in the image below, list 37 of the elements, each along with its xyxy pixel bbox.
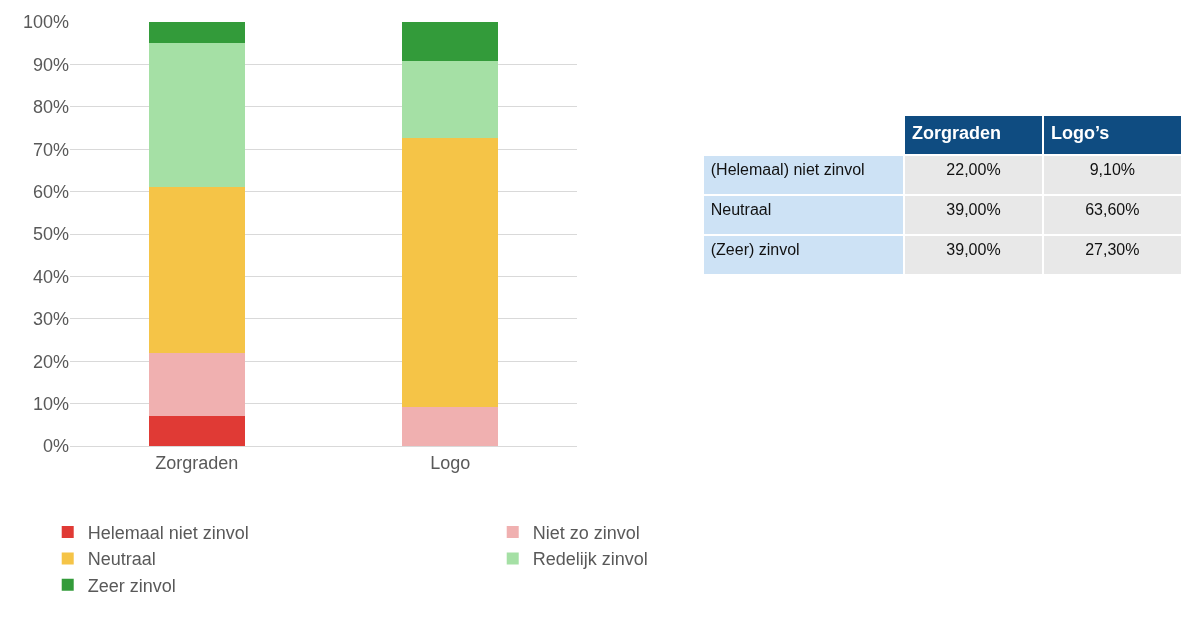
text: 39,00% <box>946 201 1001 219</box>
legend-label: Redelijk zinvol <box>532 549 648 570</box>
bar <box>402 60 499 138</box>
y-tick-label: 50% <box>32 224 69 245</box>
category-label: (Zeer) zinvol <box>710 241 800 259</box>
y-tick-label: 0% <box>42 436 69 457</box>
bar <box>148 187 245 353</box>
x-tick-label: Logo <box>430 452 471 473</box>
y-tick-label: 80% <box>32 97 69 118</box>
category-label: Zorgraden <box>912 123 1002 144</box>
text: 27,30% <box>1085 241 1140 259</box>
y-tick-label: 40% <box>32 266 69 287</box>
text: 63,60% <box>1085 201 1140 219</box>
y-tick-label: 90% <box>32 54 69 75</box>
y-tick-label: 30% <box>32 309 69 330</box>
legend-label: Zeer zinvol <box>87 575 176 596</box>
text: 39,00% <box>946 241 1001 259</box>
bar <box>402 407 499 446</box>
bar <box>148 416 245 446</box>
y-tick-label: 60% <box>32 181 69 202</box>
legend-label: Helemaal niet zinvol <box>87 523 249 544</box>
category-label: Neutraal <box>710 201 772 219</box>
y-tick-label: 100% <box>22 12 69 33</box>
legend-label: Niet zo zinvol <box>532 523 640 544</box>
category-label: Logo’s <box>1050 123 1110 144</box>
y-tick-label: 10% <box>32 393 69 414</box>
text: 9,10% <box>1089 161 1136 179</box>
legend-label: Neutraal <box>87 549 156 570</box>
text: 22,00% <box>946 161 1001 179</box>
category-label: (Helemaal) niet zinvol <box>710 161 865 179</box>
bar <box>148 352 245 417</box>
bar <box>148 22 245 44</box>
y-tick-label: 70% <box>32 139 69 160</box>
bar <box>148 43 245 188</box>
bar <box>402 22 499 61</box>
y-tick-label: 20% <box>32 351 69 372</box>
bar <box>402 137 499 408</box>
